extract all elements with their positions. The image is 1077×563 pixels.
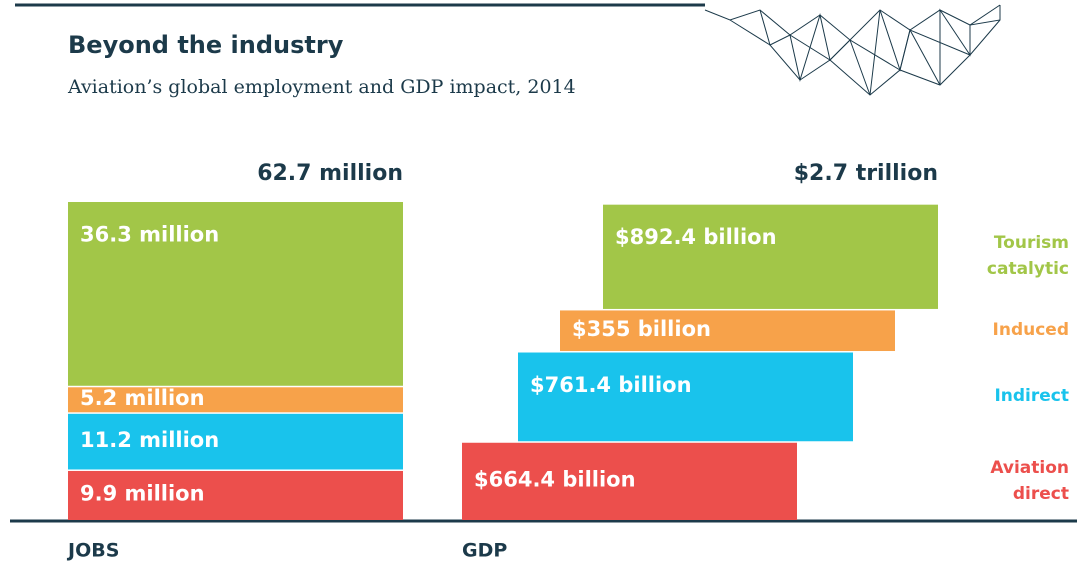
value-label: $355 billion	[572, 317, 711, 341]
total-label: 62.7 million	[257, 161, 403, 186]
legend-entry: Tourism catalytic	[986, 233, 1069, 280]
axis-label: GDP	[462, 540, 507, 562]
legend-entry: Induced	[992, 319, 1069, 340]
legend-entry: Aviation direct	[990, 457, 1069, 504]
bar-segment	[560, 310, 895, 352]
total-label: $2.7 trillion	[794, 161, 938, 186]
bar-segment	[68, 413, 403, 470]
bar-segment	[518, 352, 853, 442]
bar-segment	[68, 202, 403, 386]
value-label: 5.2 million	[80, 386, 205, 410]
value-label: $664.4 billion	[474, 468, 636, 492]
value-label: 36.3 million	[80, 223, 219, 247]
title: Beyond the industry	[68, 31, 344, 59]
bar-segment	[462, 442, 797, 520]
decoration	[704, 4, 1001, 96]
bar-segment	[68, 387, 403, 413]
legend-entry: Indirect	[994, 386, 1069, 407]
value-label: $761.4 billion	[530, 373, 692, 397]
value-label: 11.2 million	[80, 428, 219, 452]
value-label: $892.4 billion	[615, 225, 777, 249]
bar-segment	[68, 470, 403, 520]
value-label: 9.9 million	[80, 482, 205, 506]
subtitle: Aviation’s global employment and GDP imp…	[67, 76, 576, 98]
axis-label: JOBS	[66, 540, 119, 562]
bar-segment	[603, 204, 938, 309]
